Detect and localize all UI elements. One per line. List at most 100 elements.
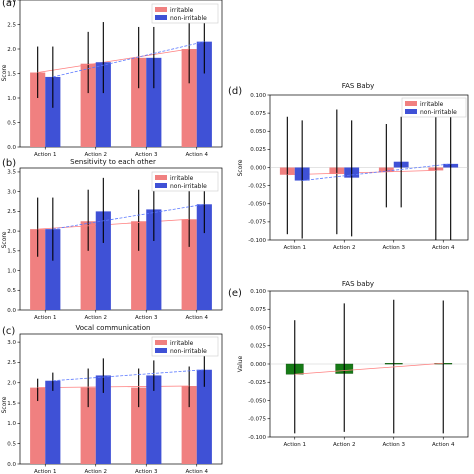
legend-c: irritable non-irritable bbox=[151, 336, 219, 357]
bar-c bbox=[95, 375, 111, 464]
legend-swatch-irritable-c bbox=[155, 340, 167, 345]
y-tick-label-d: -0.025 bbox=[248, 183, 266, 189]
y-tick-label-a: 2.5 bbox=[7, 22, 16, 28]
y-tick-label-b: 2.0 bbox=[7, 229, 16, 235]
legend-box-a bbox=[151, 3, 219, 24]
axes-frame-c bbox=[19, 333, 223, 465]
y-tick-label-b: 1.0 bbox=[7, 268, 16, 274]
y-tick-label-c: 0.5 bbox=[7, 441, 16, 447]
panel-a: (a) Score 0.0 0.5 1.0 1.5 2.0 2.5 3.0 Action 1 A… bbox=[1, 0, 223, 158]
legend-label-irritable-b: irritable bbox=[170, 175, 194, 182]
x-tick-label-e: Action 3 bbox=[383, 442, 406, 448]
y-tick-label-b: 3.5 bbox=[7, 170, 16, 176]
y-tick-label-a: 0.0 bbox=[7, 145, 16, 151]
y-tick-label-a: 1.0 bbox=[7, 96, 16, 102]
x-tick-label-a: Action 4 bbox=[186, 152, 209, 158]
y-tick-label-e: 0.050 bbox=[250, 325, 266, 331]
x-tick-label-a: Action 1 bbox=[34, 152, 56, 158]
y-axis-label-c: Score bbox=[1, 396, 8, 413]
legend-label-irritable-a: irritable bbox=[170, 7, 194, 14]
legend-label-non-irritable-c: non-irritable bbox=[170, 348, 207, 355]
y-tick-label-c: 0.0 bbox=[7, 462, 16, 468]
chart-title-c: Vocal communication bbox=[76, 324, 151, 332]
y-tick-label-d: 0.025 bbox=[250, 147, 266, 153]
bar-a bbox=[95, 62, 111, 148]
plot-area-e: -0.100 -0.075 -0.050 -0.025 0.000 0.025 0.050 0… bbox=[248, 289, 469, 448]
y-tick-label-b: 0.5 bbox=[7, 288, 16, 294]
bar-a bbox=[146, 57, 162, 147]
y-tick-label-e: 0.075 bbox=[250, 307, 266, 313]
legend-swatch-non-irritable-a bbox=[155, 15, 167, 20]
legend-swatch-non-irritable-d bbox=[405, 109, 417, 114]
x-tick-label-b: Action 2 bbox=[85, 315, 107, 321]
x-tick-label-c: Action 1 bbox=[34, 469, 56, 474]
y-tick-label-d: 0.100 bbox=[250, 93, 266, 99]
legend-box-c bbox=[151, 336, 219, 357]
x-tick-label-c: Action 3 bbox=[135, 469, 158, 474]
panel-c: (c) Vocal communication Score 0.0 0.5 1.0 1… bbox=[1, 324, 223, 474]
bar-b bbox=[80, 221, 96, 310]
y-tick-label-c: 2.5 bbox=[7, 360, 16, 366]
y-axis-label-a: Score bbox=[1, 64, 8, 81]
y-tick-label-a: 2.0 bbox=[7, 47, 16, 53]
x-tick-label-a: Action 3 bbox=[135, 152, 158, 158]
y-axis-label-e: Value bbox=[237, 355, 244, 372]
trend-line-c bbox=[37, 385, 190, 389]
bar-c bbox=[80, 387, 96, 464]
plot-area-c: 0.0 0.5 1.0 1.5 2.0 2.5 3.0 Action 1 Action 2 Act… bbox=[7, 333, 223, 474]
legend-swatch-irritable-b bbox=[155, 175, 167, 180]
bar-b bbox=[30, 229, 46, 310]
y-tick-label-c: 1.5 bbox=[7, 401, 16, 407]
legend-b: irritable non-irritable bbox=[151, 171, 219, 192]
y-tick-label-e: -0.100 bbox=[248, 435, 266, 441]
y-tick-label-d: 0.050 bbox=[250, 129, 266, 135]
x-tick-label-d: Action 3 bbox=[383, 245, 406, 251]
x-tick-label-c: Action 4 bbox=[186, 469, 209, 474]
legend-swatch-non-irritable-c bbox=[155, 348, 167, 353]
trend-line-d bbox=[302, 163, 451, 181]
y-tick-label-c: 2.0 bbox=[7, 381, 16, 387]
bar-b bbox=[146, 209, 162, 310]
trend-line-c bbox=[52, 369, 205, 382]
panel-label-c: (c) bbox=[2, 326, 15, 337]
legend-label-irritable-c: irritable bbox=[170, 340, 194, 347]
bar-a bbox=[30, 72, 46, 147]
panel-label-e: (e) bbox=[228, 288, 242, 299]
bar-a bbox=[196, 41, 212, 147]
trend-line-b bbox=[52, 203, 205, 230]
trend-line-d bbox=[287, 170, 436, 176]
y-tick-label-d: -0.075 bbox=[248, 220, 266, 226]
y-tick-label-d: 0.075 bbox=[250, 111, 266, 117]
x-tick-label-e: Action 2 bbox=[333, 442, 355, 448]
bar-c bbox=[146, 375, 162, 464]
y-tick-label-b: 2.5 bbox=[7, 209, 16, 215]
bar-b bbox=[95, 211, 111, 310]
y-axis-label-b: Score bbox=[1, 231, 8, 248]
bar-c bbox=[181, 386, 197, 464]
legend-box-d bbox=[401, 97, 467, 118]
axes-frame-b bbox=[19, 167, 223, 311]
x-tick-label-a: Action 2 bbox=[85, 152, 107, 158]
y-tick-label-e: -0.075 bbox=[248, 417, 266, 423]
chart-title-e: FAS baby bbox=[342, 280, 374, 288]
plot-area-d: -0.100 -0.075 -0.050 -0.025 0.000 0.025 0.050 0… bbox=[248, 93, 469, 251]
y-tick-label-b: 3.0 bbox=[7, 189, 16, 195]
legend-label-non-irritable-d: non-irritable bbox=[420, 109, 457, 116]
legend-swatch-irritable-a bbox=[155, 7, 167, 12]
x-tick-label-d: Action 1 bbox=[284, 245, 306, 251]
bar-b bbox=[181, 219, 197, 310]
legend-swatch-irritable-d bbox=[405, 101, 417, 106]
bar-a bbox=[45, 76, 61, 147]
y-tick-label-b: 0.0 bbox=[7, 308, 16, 314]
y-tick-label-e: -0.025 bbox=[248, 380, 266, 386]
panel-e: (e) FAS baby Value -0.100-0.075-0.050-0.… bbox=[228, 280, 469, 448]
legend-a: irritable non-irritable bbox=[151, 3, 219, 24]
x-tick-label-b: Action 1 bbox=[34, 315, 56, 321]
trend-line-a bbox=[37, 48, 190, 73]
legend-d: irritable non-irritable bbox=[401, 97, 467, 118]
plot-area-b: 0.0 0.5 1.0 1.5 2.0 2.5 3.0 3.5 Action 1 Action 2… bbox=[7, 167, 223, 321]
y-axis-label-d: Score bbox=[237, 159, 244, 176]
trend-line-e bbox=[294, 362, 444, 375]
x-tick-label-b: Action 4 bbox=[186, 315, 209, 321]
